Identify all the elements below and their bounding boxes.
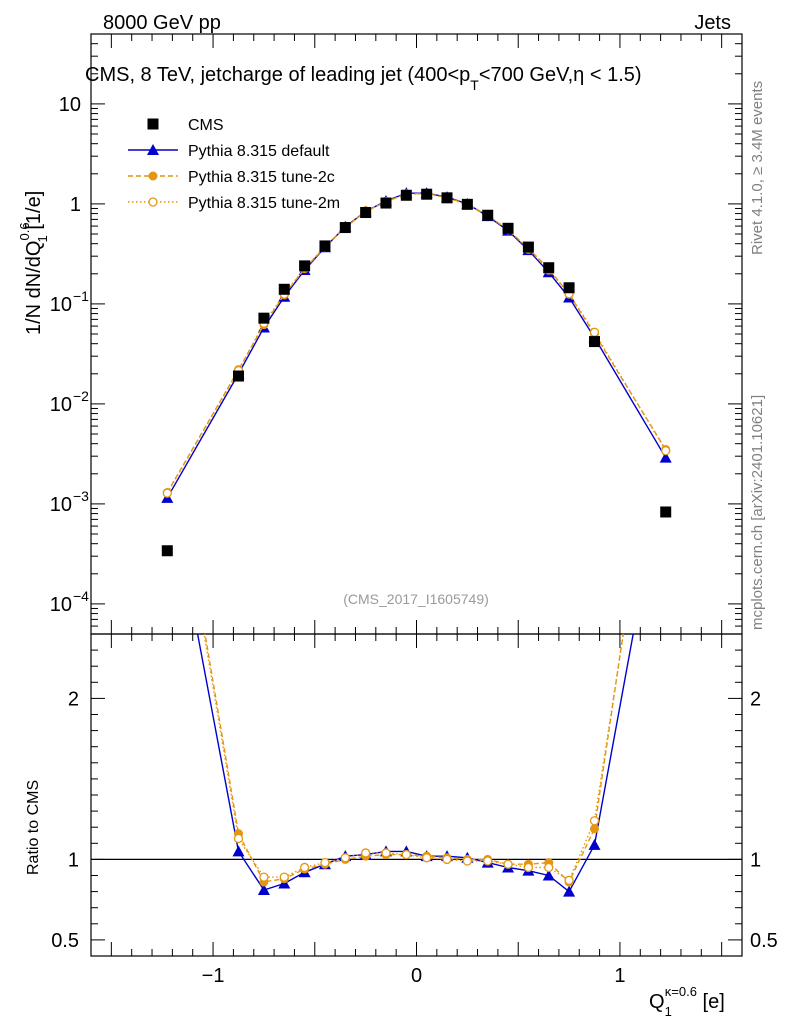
point-cms [441,192,453,204]
point-cms [232,370,244,382]
y-main-tick-label: 10 [59,94,81,116]
y-main-tick-label: 10 [50,494,72,516]
point-cms [421,188,433,200]
point-cms [461,198,473,210]
ratio-point-tune2m [503,859,513,869]
point-cms [339,222,351,234]
y-main-tick-label: 10 [50,294,72,316]
x-tick-label: 1 [614,965,625,987]
analysis-id: (CMS_2017_I1605749) [343,591,489,607]
point-cms [278,283,290,295]
y-ratio-tick-label-right: 2 [750,688,761,710]
y-main-label: 1/N dN/dQ0.6 1 [1/e] [17,191,50,335]
legend-marker-tune2m [148,197,158,207]
point-cms [660,506,672,518]
y-main-tick-label: 10 [50,594,72,616]
ratio-point-tune2m [401,849,411,860]
ratio-plot-frame [90,633,743,957]
ratio-point-tune2m [299,862,310,873]
ratio-point-tune2c [590,824,600,834]
legend-marker-cms [147,118,159,130]
ratio-point-tune2m [320,857,330,868]
ratio-point-tune2m [564,875,574,885]
point-default [659,451,672,463]
point-cms [258,312,270,324]
point-cms [522,241,534,253]
header-right: Jets [694,12,731,34]
ratio-point-tune2m [523,862,534,873]
ratio-point-default [588,838,601,850]
header-left: 8000 GeV pp [103,12,221,34]
ratio-point-tune2m [340,853,350,863]
ratio-point-default [542,869,555,881]
ratio-point-tune2m [442,854,452,865]
legend: CMS Pythia 8.315 default Pythia 8.315 tune… [128,117,340,212]
y-ratio-tick-label: 1 [68,849,79,871]
x-tick-label: 0 [411,965,422,987]
point-cms [299,260,311,272]
point-cms [563,282,575,294]
legend-marker-default [147,144,159,155]
point-tune2m [162,488,172,498]
main-plot-area [161,187,672,557]
point-cms [380,197,392,209]
ratio-point-tune2m [544,862,554,873]
y-ratio-tick-label: 0.5 [51,930,79,952]
legend-label-cms: CMS [188,117,224,134]
ratio-line-tune2m [203,634,625,882]
y-main-tick-exponent: −1 [73,288,89,304]
point-tune2m [661,446,671,456]
ratio-point-tune2m [462,856,473,866]
point-cms [589,336,601,348]
y-main-tick-exponent: −4 [73,588,89,604]
y-ratio-label: Ratio to CMS [25,780,42,875]
y-ratio-tick-label-right: 0.5 [750,930,778,952]
ratio-point-tune2m [233,833,244,844]
y-ratio-tick-label-right: 1 [750,849,761,871]
point-cms [482,209,494,221]
ratio-point-tune2m [381,848,391,858]
y-main-tick-exponent: −3 [73,488,89,504]
ratio-point-tune2m [589,816,600,826]
legend-marker-tune2c [148,171,158,181]
y-main-tick-exponent: −2 [73,388,89,404]
ratio-point-tune2m [279,872,289,882]
point-cms [161,545,173,557]
point-cms [502,222,514,234]
ratio-point-default [232,845,245,857]
ratio-point-tune2m [360,848,371,858]
ratio-plot-area [91,634,742,897]
point-tune2m [589,327,600,337]
ratio-line-tune2c [204,634,624,884]
ratio-point-tune2m [483,856,493,866]
point-cms [319,240,331,252]
x-axis-label: Q1κ=0.6 [e] [649,984,725,1019]
ratio-point-tune2m [422,853,432,863]
plot-title: CMS, 8 TeV, jetcharge of leading jet (40… [85,64,642,93]
mcplots-label: mcplots.cern.ch [arXiv:2401.10621] [749,395,766,630]
x-tick-label: −1 [202,965,225,987]
ratio-point-default [563,885,576,897]
ratio-point-tune2m [259,872,269,882]
point-cms [360,207,372,219]
y-ratio-tick-label: 2 [68,688,79,710]
y-main-tick-label: 1 [70,194,81,216]
legend-label-default: Pythia 8.315 default [188,143,330,160]
ratio-point-default [257,883,270,895]
y-main-tick-label: 10 [50,394,72,416]
point-cms [400,189,412,201]
rivet-label: Rivet 4.1.0, ≥ 3.4M events [749,81,766,255]
legend-label-tune2m: Pythia 8.315 tune-2m [188,195,340,212]
legend-label-tune2c: Pythia 8.315 tune-2c [188,169,335,186]
point-cms [543,262,555,274]
